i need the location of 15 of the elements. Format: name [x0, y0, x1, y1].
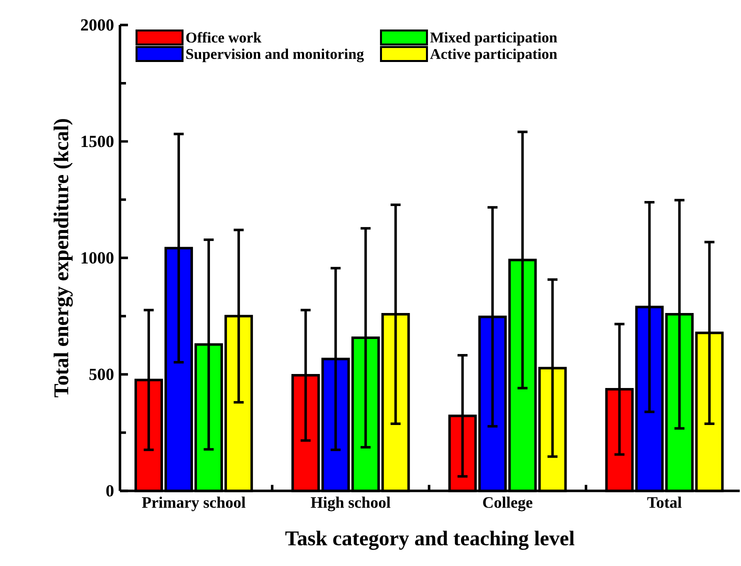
legend-label: Office work	[186, 32, 262, 43]
legend-label: Supervision and monitoring	[186, 48, 364, 62]
y-axis-title: Total energy expenditure (kcal)	[54, 119, 73, 398]
y-tick-label: 1000	[82, 252, 114, 264]
x-tick-label: College	[483, 496, 532, 512]
y-tick-label: 0	[106, 485, 114, 497]
legend-label: Mixed participation	[430, 32, 558, 46]
x-axis-title: Task category and teaching level	[285, 530, 574, 550]
x-tick-label: Primary school	[142, 496, 246, 512]
x-tick-label: High school	[310, 496, 390, 512]
legend-label: Active participation	[430, 48, 558, 62]
y-tick-label: 1500	[82, 136, 114, 148]
y-tick-label: 500	[89, 368, 114, 380]
y-tick-label: 2000	[80, 19, 114, 31]
x-tick-label: Total	[647, 496, 682, 508]
